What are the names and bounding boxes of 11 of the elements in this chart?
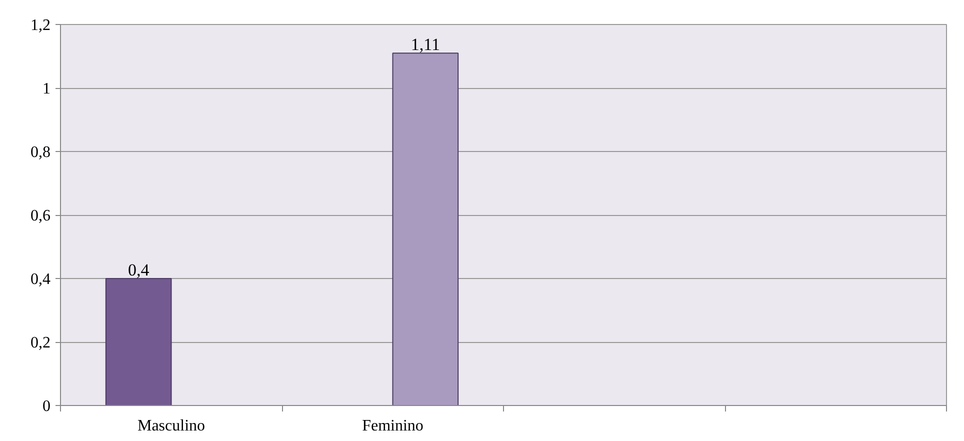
y-tick-label: 0 xyxy=(42,398,50,415)
y-tick-label: 1 xyxy=(42,80,50,98)
y-tick-label: 1,2 xyxy=(30,17,50,34)
y-tick-label: 0,8 xyxy=(30,144,50,161)
x-tick-label: Masculino xyxy=(137,418,206,434)
y-tick-label: 0,4 xyxy=(30,271,50,288)
y-tick-label: 0,6 xyxy=(30,208,50,224)
data-label: 0,4 xyxy=(128,260,150,280)
y-tick-label: 0,2 xyxy=(30,334,50,352)
x-tick-label: Feminino xyxy=(362,418,424,434)
data-label: 1,11 xyxy=(410,35,440,54)
